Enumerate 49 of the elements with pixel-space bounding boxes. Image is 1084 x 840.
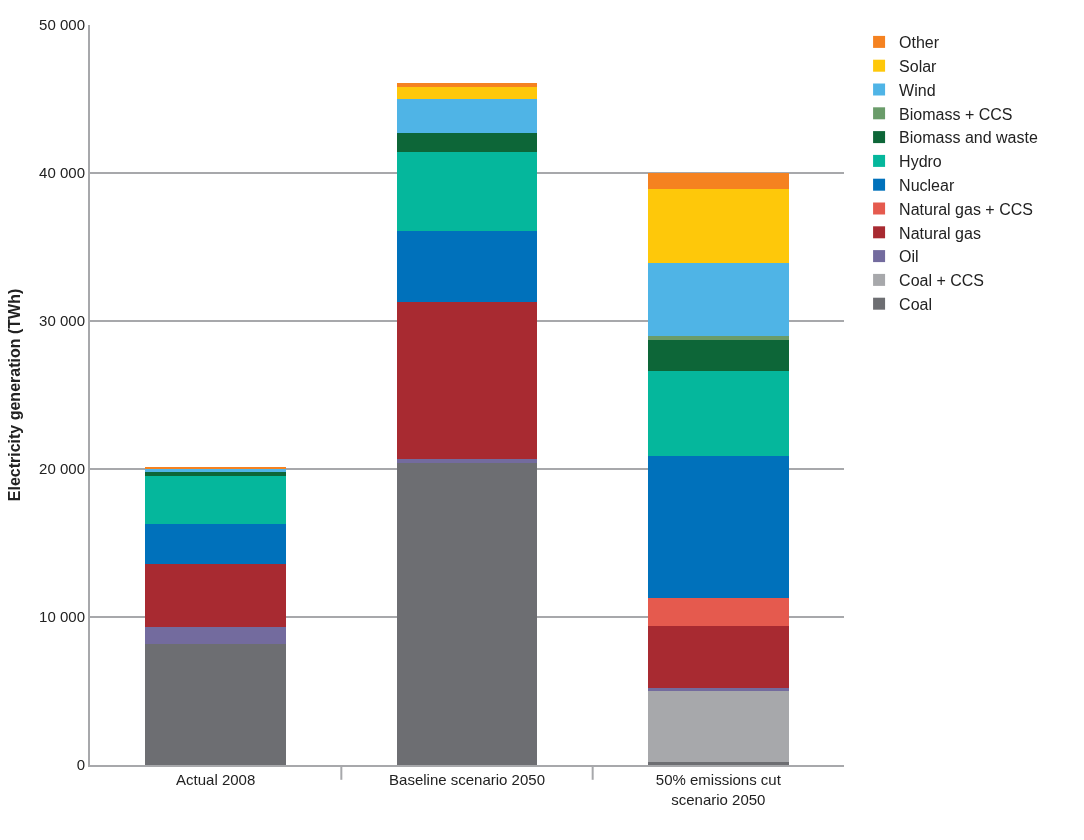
bar [145, 563, 287, 628]
bar [145, 643, 287, 765]
y-tick-label: 20 000 [39, 460, 85, 478]
legend-label: Natural gas + CCS [899, 200, 1033, 218]
legend-label: Hydro [899, 153, 942, 171]
legend-label: Coal [899, 295, 932, 313]
bar [647, 762, 789, 765]
bar [647, 625, 789, 689]
bar [145, 471, 287, 477]
bar [396, 87, 538, 99]
bar [145, 627, 287, 644]
legend-label: Natural gas [899, 224, 981, 242]
y-axis-title: Electricity generation (TWh) [5, 288, 23, 502]
bar [396, 458, 538, 464]
x-tick-label: Actual 2008 [176, 771, 256, 788]
bar [145, 523, 287, 564]
bar [647, 335, 789, 341]
bar [647, 340, 789, 372]
legend-label: Coal + CCS [899, 272, 984, 290]
bar [396, 301, 538, 459]
legend-label: Wind [899, 81, 936, 99]
legend-label: Biomass and waste [899, 129, 1038, 147]
legend-label: Solar [899, 57, 938, 75]
y-tick-label: 10 000 [39, 608, 85, 626]
bar [647, 371, 789, 456]
bar [396, 230, 538, 302]
bar [396, 99, 538, 134]
x-tick-label: Baseline scenario 2050 [389, 771, 545, 788]
bar [396, 463, 538, 765]
bar [647, 597, 789, 626]
y-tick-label: 30 000 [39, 312, 85, 330]
legend-label: Oil [899, 248, 919, 266]
y-tick-label: 50 000 [39, 16, 85, 34]
legend-label: Nuclear [899, 176, 955, 194]
bar [647, 691, 789, 763]
bar [396, 152, 538, 231]
bar [647, 263, 789, 336]
bar [647, 688, 789, 691]
bar [145, 476, 287, 524]
bar [647, 173, 789, 190]
y-tick-label: 40 000 [39, 164, 85, 182]
bar [396, 82, 538, 88]
bar [396, 133, 538, 153]
x-tick-label: 50% emissions cut scenario 2050 [655, 771, 782, 808]
y-tick-label: 0 [76, 756, 85, 774]
bar [647, 189, 789, 264]
bar [647, 455, 789, 598]
legend-label: Biomass + CCS [899, 105, 1013, 123]
legend-label: Other [899, 34, 940, 52]
